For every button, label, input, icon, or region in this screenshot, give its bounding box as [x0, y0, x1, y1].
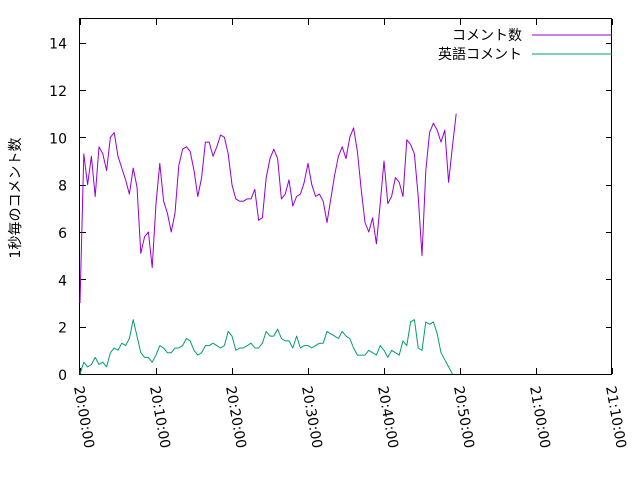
y-tick-label: 8	[58, 179, 67, 195]
y-tick-label: 12	[49, 84, 67, 100]
x-tick-label: 20:20:00	[222, 385, 249, 450]
x-tick-label: 20:40:00	[374, 385, 401, 450]
y-tick-label: 14	[49, 37, 67, 53]
legend-label: 英語コメント	[438, 46, 522, 63]
y-axis: 0 2 4 6 8 10 12 14	[49, 37, 612, 384]
x-tick-label: 20:50:00	[450, 385, 477, 450]
y-axis-label: 1秒毎のコメント数	[8, 138, 24, 259]
series-line-1	[79, 113, 457, 304]
series-line-2	[79, 319, 453, 375]
x-tick-label: 21:10:00	[602, 385, 629, 450]
y-tick-label: 2	[58, 321, 67, 337]
x-tick-label: 20:30:00	[298, 385, 325, 450]
y-tick-label: 10	[49, 131, 67, 147]
plot-frame	[79, 18, 612, 375]
series-layer	[79, 113, 457, 375]
x-tick-label: 20:10:00	[146, 385, 173, 450]
x-tick-label: 21:00:00	[526, 385, 553, 450]
y-tick-label: 4	[58, 273, 67, 289]
x-tick-label: 20:00:00	[70, 385, 97, 450]
y-tick-label: 6	[58, 226, 67, 242]
y-tick-label: 0	[58, 368, 67, 384]
legend-label: コメント数	[452, 28, 522, 44]
